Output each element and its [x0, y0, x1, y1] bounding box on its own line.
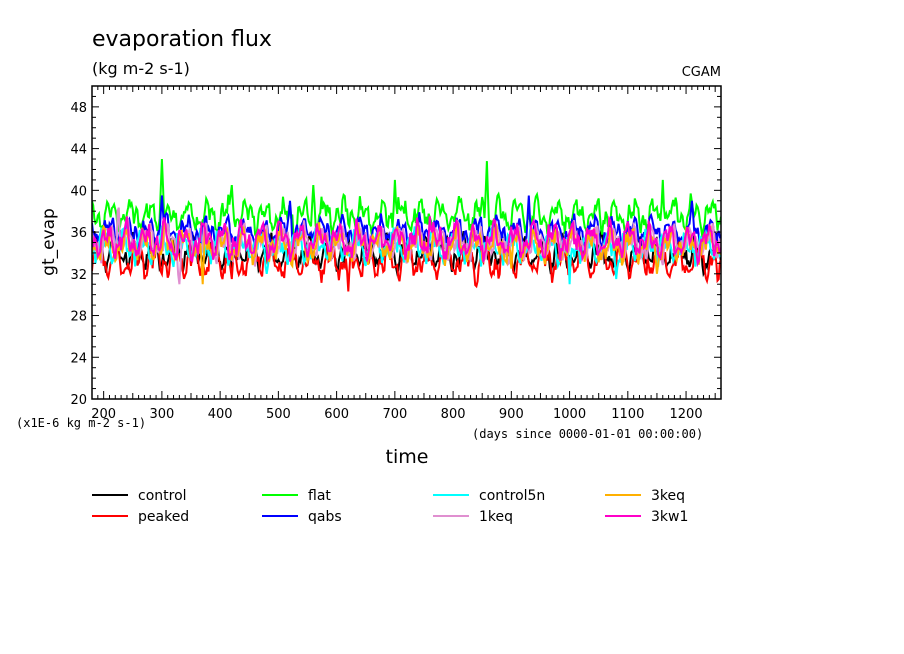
x-tick-label: 700 [382, 407, 407, 422]
x-tick-label: 600 [324, 407, 349, 422]
y-tick-label: 28 [70, 310, 87, 325]
legend-label-3keq: 3keq [651, 488, 685, 504]
series-line-qabs [92, 195, 721, 255]
x-unit-note: (days since 0000-01-01 00:00:00) [472, 427, 703, 441]
y-tick-label: 44 [70, 143, 87, 158]
y-tick-label: 24 [70, 351, 87, 366]
plot-area [91, 85, 722, 400]
y-tick-label: 40 [70, 184, 87, 199]
y-tick-label: 20 [70, 393, 87, 408]
legend-label-control5n: control5n [479, 488, 545, 504]
x-axis-label: time [386, 446, 429, 468]
series-line-flat [92, 158, 721, 241]
legend-label-peaked: peaked [138, 509, 189, 525]
y-tick-label: 48 [70, 101, 87, 116]
source-label: CGAM [682, 65, 721, 80]
legend-label-1keq: 1keq [479, 509, 513, 525]
legend-label-flat: flat [308, 488, 331, 504]
y-axis: 20 24 28 32 36 40 44 48 [70, 85, 721, 408]
x-tick-label: 800 [441, 407, 466, 422]
x-tick-label: 900 [499, 407, 524, 422]
legend-label-3kw1: 3kw1 [651, 509, 688, 525]
x-tick-label: 300 [149, 407, 174, 422]
series-layer [92, 158, 721, 292]
x-tick-label: 400 [208, 407, 233, 422]
y-unit-note: (x1E-6 kg m-2 s-1) [16, 416, 146, 430]
series-line-3kw1 [92, 215, 721, 268]
y-tick-label: 32 [70, 268, 87, 283]
x-tick-label: 1000 [553, 407, 586, 422]
chart-title: evaporation flux [92, 27, 272, 52]
x-axis: 200 300 400 500 600 700 800 900 1000 1100 1200 [91, 86, 722, 422]
legend-label-qabs: qabs [308, 509, 342, 525]
y-tick-label: 36 [70, 226, 87, 241]
chart-subtitle: (kg m-2 s-1) [92, 59, 190, 78]
x-tick-label: 200 [91, 407, 116, 422]
legend: control peaked flat qabs control5n 1keq 3keq 3k… [92, 488, 688, 525]
legend-label-control: control [138, 488, 187, 504]
x-tick-label: 1200 [670, 407, 703, 422]
y-axis-label: gt_evap [39, 208, 59, 276]
x-tick-label: 1100 [611, 407, 644, 422]
x-tick-label: 500 [266, 407, 291, 422]
